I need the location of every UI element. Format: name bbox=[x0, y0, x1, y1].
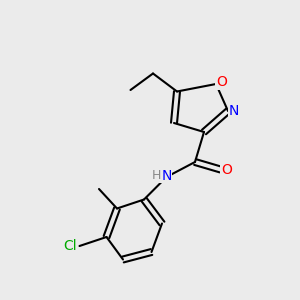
Text: N: N bbox=[228, 104, 239, 118]
Text: O: O bbox=[221, 163, 232, 176]
Text: Cl: Cl bbox=[64, 239, 77, 253]
Text: N: N bbox=[161, 169, 172, 182]
Text: H: H bbox=[151, 169, 161, 182]
Text: O: O bbox=[216, 76, 227, 89]
